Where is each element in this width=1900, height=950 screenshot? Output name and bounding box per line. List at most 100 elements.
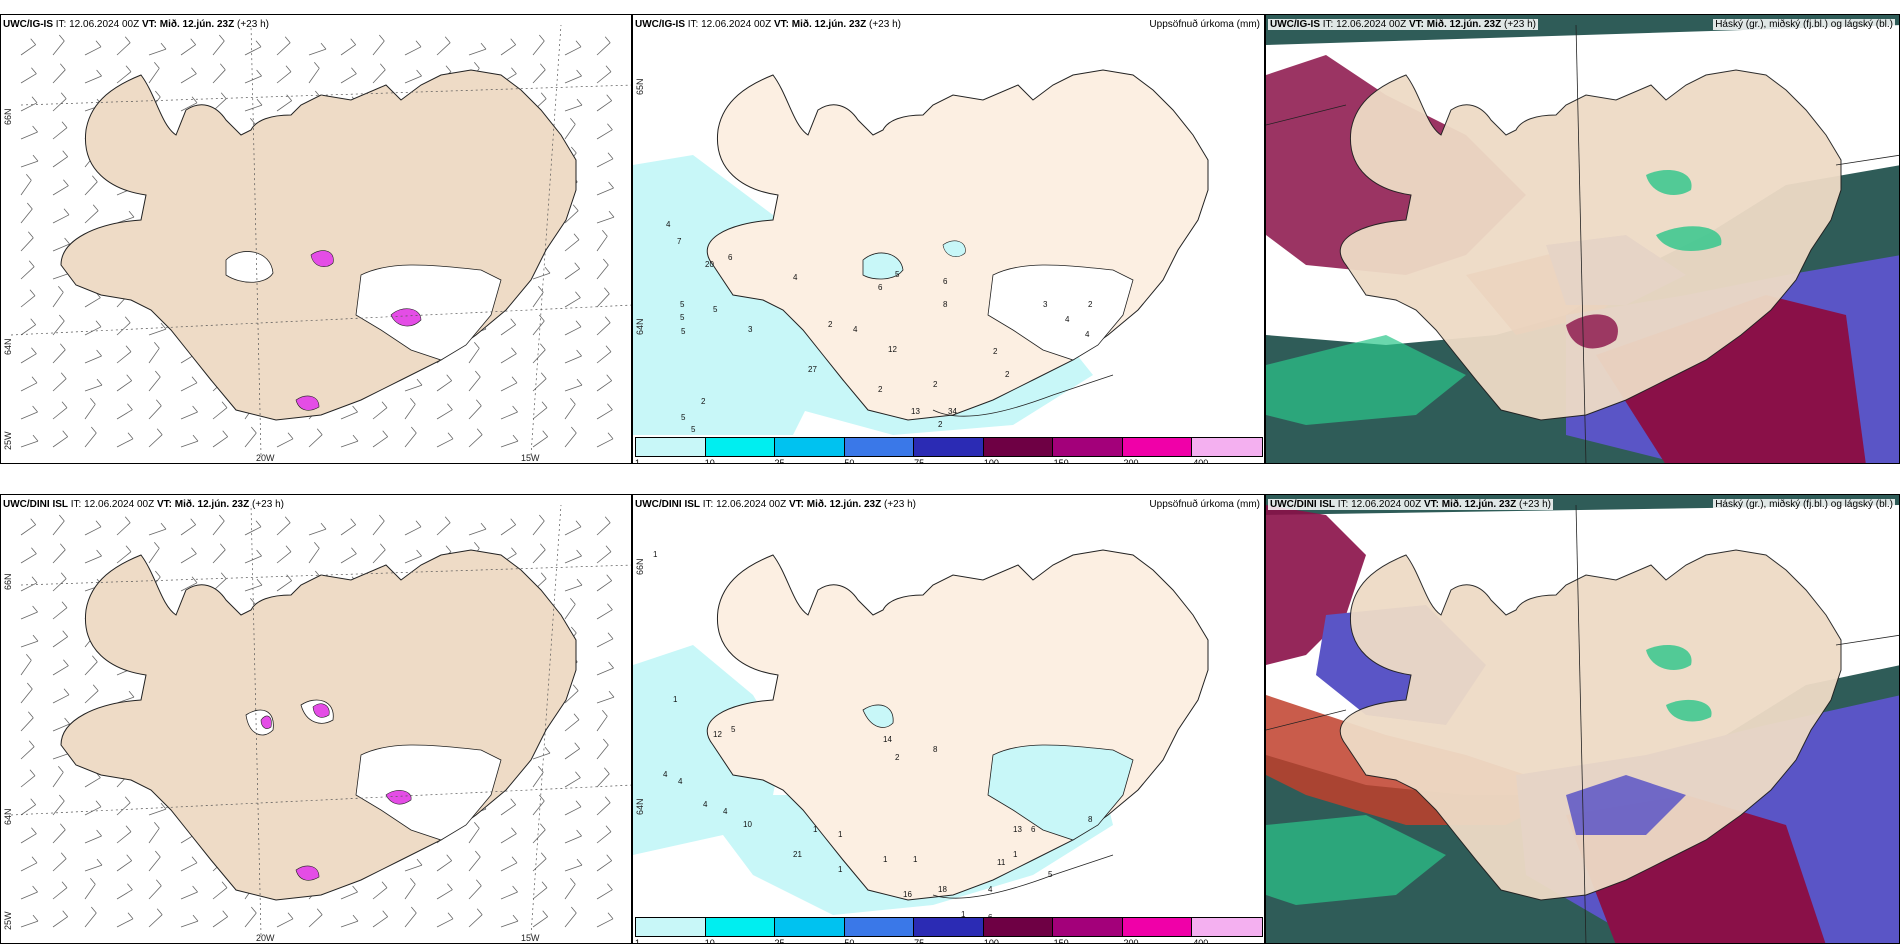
wind-barb-flag — [63, 659, 69, 666]
wind-barb-flag — [607, 403, 613, 410]
wind-barb-flag — [221, 401, 228, 408]
wind-barb — [564, 526, 582, 536]
wind-barb — [52, 98, 67, 112]
colorbar-swatch — [775, 438, 845, 456]
colorbar-tick-label: 50 — [844, 938, 855, 944]
wind-barb — [596, 100, 612, 112]
wind-barb — [500, 920, 519, 928]
precip-value-label: 5 — [681, 413, 686, 422]
wind-barb-flag — [313, 542, 320, 549]
wind-barb-flag — [379, 543, 386, 551]
wind-barb — [212, 436, 228, 448]
wind-barb — [148, 885, 162, 900]
precip-value-label: 4 — [703, 800, 708, 809]
precip-value-label: 5 — [713, 305, 718, 314]
wind-barb-flag — [30, 318, 37, 325]
wind-barb — [340, 920, 359, 928]
wind-barb — [532, 69, 546, 84]
wind-barb-flag — [473, 542, 480, 549]
precip-value-label: 5 — [1048, 870, 1053, 879]
wind-barb-flag — [90, 906, 97, 914]
wind-barb-flag — [284, 36, 291, 43]
wind-barb — [308, 48, 327, 56]
wind-barb-flag — [608, 690, 615, 698]
wind-barb-flag — [512, 885, 518, 893]
wind-barb — [532, 292, 544, 308]
wind-barb-flag — [603, 287, 610, 295]
wind-barb-flag — [160, 322, 167, 330]
wind-barb — [244, 584, 263, 592]
wind-barb — [564, 124, 576, 140]
wind-map — [10, 24, 631, 456]
wind-barb-flag — [416, 549, 422, 557]
panel-header: UWC/IG-IS IT: 12.06.2024 00Z VT: Mið. 12… — [635, 19, 901, 30]
wind-barb-flag — [124, 316, 131, 323]
wind-barb — [564, 239, 580, 252]
wind-barb — [52, 127, 68, 140]
precip-panel-row2: UWC/DINI ISL IT: 12.06.2024 00Z VT: Mið.… — [632, 494, 1265, 944]
precip-value-label: 5 — [731, 725, 736, 734]
wind-barb — [596, 918, 614, 928]
wind-barb — [532, 272, 551, 280]
lat-label: 66N — [3, 108, 13, 125]
wind-barb — [340, 411, 358, 420]
wind-barb-flag — [191, 856, 198, 864]
wind-barb — [308, 528, 327, 536]
wind-barb — [212, 549, 226, 564]
wind-barb-flag — [511, 547, 517, 554]
colorbar-tick-label: 10 — [704, 938, 715, 944]
wind-barb — [148, 548, 160, 564]
wind-barb — [180, 920, 199, 928]
wind-barb-flag — [350, 38, 357, 45]
wind-barb — [468, 856, 481, 872]
lon-label: 15W — [521, 933, 540, 943]
wind-barb-flag — [191, 96, 198, 104]
wind-barb — [596, 638, 614, 648]
wind-barb-flag — [60, 852, 67, 859]
wind-barb — [564, 297, 581, 308]
wind-panel-row2: UWC/DINI ISL IT: 12.06.2024 00Z VT: Mið.… — [0, 494, 632, 944]
precip-value-label: 6 — [878, 283, 883, 292]
wind-barb — [148, 405, 162, 420]
wind-barb-flag — [444, 36, 451, 43]
wind-barb-flag — [286, 574, 293, 581]
wind-barb — [564, 604, 576, 620]
precip-value-label: 1 — [838, 830, 843, 839]
wind-barb — [340, 440, 359, 448]
panel-title: Háský (gr.), miðský (fj.bl.) og lágský (… — [1713, 19, 1895, 30]
wind-barb — [564, 432, 577, 448]
wind-barb-flag — [31, 547, 37, 554]
wind-barb-flag — [575, 520, 582, 528]
wind-barb — [596, 744, 609, 760]
wind-barb-flag — [58, 314, 65, 322]
wind-barb — [244, 46, 262, 56]
wind-barb — [52, 607, 68, 620]
wind-barb — [180, 102, 198, 112]
precip-value-label: 2 — [1005, 370, 1010, 379]
wind-barb — [180, 440, 199, 448]
wind-barb-flag — [218, 34, 225, 42]
wind-barb — [52, 665, 69, 676]
colorbar-swatches — [635, 917, 1263, 937]
wind-barb — [564, 46, 582, 56]
precip-value-label: 8 — [933, 745, 938, 754]
wind-barb — [180, 891, 198, 900]
wind-barb — [532, 520, 545, 536]
wind-barb — [148, 856, 161, 872]
wind-barb — [116, 438, 134, 448]
wind-barb — [340, 553, 357, 564]
wind-barb-flag — [127, 912, 134, 920]
wind-barb — [84, 75, 102, 84]
precip-map — [633, 69, 1209, 435]
cloud-map — [1266, 24, 1899, 463]
wind-barb — [500, 382, 518, 392]
wind-barb — [596, 322, 611, 336]
wind-barb-flag — [27, 711, 34, 719]
precip-value-label: 2 — [828, 320, 833, 329]
wind-barb — [180, 582, 198, 592]
wind-barb — [20, 891, 38, 900]
wind-barb-flag — [125, 345, 132, 352]
wind-barb-flag — [62, 630, 69, 637]
precip-value-label: 34 — [948, 407, 957, 416]
wind-barb — [20, 688, 33, 704]
